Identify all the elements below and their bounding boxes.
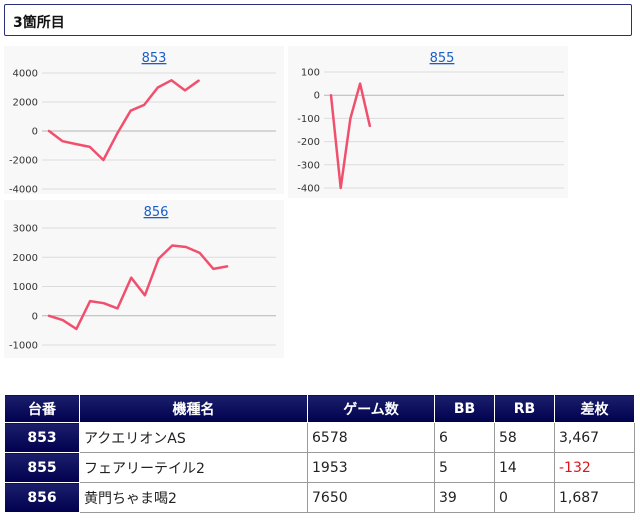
table-row: 855 フェアリーテイル2 1953 5 14 -132 [4,452,635,483]
y-tick-label: -4000 [9,185,38,195]
unit-cell[interactable]: 855 [4,452,80,483]
chart-856-link[interactable]: 856 [144,205,169,220]
col-header-machine: 機種名 [79,394,308,423]
chart-853: 853 4000 2000 0 -2000 -4000 [4,46,284,194]
col-header-bb: BB [434,394,495,423]
y-tick-label: 0 [314,91,320,102]
bb-cell: 6 [434,422,495,453]
y-tick-label: 1000 [13,282,38,293]
y-tick-label: -100 [297,114,320,125]
chart-855-svg: 855 100 0 -100 -200 -300 -400 [297,51,564,195]
col-header-unit: 台番 [4,394,80,423]
chart-856: 856 3000 2000 1000 0 -1000 [4,200,284,358]
table-row: 853 アクエリオンAS 6578 6 58 3,467 [4,422,635,453]
y-tick-label: -1000 [9,341,38,352]
section-header: 3箇所目 [4,4,632,36]
chart-853-link[interactable]: 853 [142,51,167,66]
unit-cell[interactable]: 856 [4,482,80,513]
chart-855: 855 100 0 -100 -200 -300 -400 [288,46,568,198]
table-header-row: 台番 機種名 ゲーム数 BB RB 差枚 [4,394,635,423]
chart-853-svg: 853 4000 2000 0 -2000 -4000 [9,51,276,195]
unit-cell[interactable]: 853 [4,422,80,453]
col-header-games: ゲーム数 [307,394,435,423]
rb-cell: 0 [494,482,555,513]
rb-cell: 14 [494,452,555,483]
bb-cell: 5 [434,452,495,483]
machine-cell: フェアリーテイル2 [79,452,308,483]
games-cell: 1953 [307,452,435,483]
data-table: 台番 機種名 ゲーム数 BB RB 差枚 853 アクエリオンAS 6578 6… [4,394,635,513]
y-tick-label: 4000 [13,69,38,80]
y-tick-label: 100 [301,68,320,79]
y-tick-label: 2000 [13,253,38,264]
y-tick-label: -300 [297,160,320,171]
diff-cell: 3,467 [554,422,635,453]
games-cell: 7650 [307,482,435,513]
games-cell: 6578 [307,422,435,453]
col-header-rb: RB [494,394,555,423]
y-tick-label: -400 [297,184,320,195]
y-tick-label: 0 [32,127,38,138]
machine-cell: 黄門ちゃま喝2 [79,482,308,513]
series-line [47,79,200,162]
y-tick-label: -200 [297,137,320,148]
y-tick-label: 0 [32,311,38,322]
col-header-diff: 差枚 [554,394,635,423]
y-tick-label: 2000 [13,98,38,109]
diff-cell: 1,687 [554,482,635,513]
machine-cell: アクエリオンAS [79,422,308,453]
series-line [329,82,372,190]
rb-cell: 58 [494,422,555,453]
y-tick-label: -2000 [9,156,38,167]
bb-cell: 39 [434,482,495,513]
series-line [47,244,229,331]
diff-cell: -132 [554,452,635,483]
chart-856-svg: 856 3000 2000 1000 0 -1000 [9,205,276,352]
y-tick-label: 3000 [13,224,38,235]
section-title: 3箇所目 [13,15,65,31]
chart-855-link[interactable]: 855 [430,51,455,66]
table-row: 856 黄門ちゃま喝2 7650 39 0 1,687 [4,482,635,513]
